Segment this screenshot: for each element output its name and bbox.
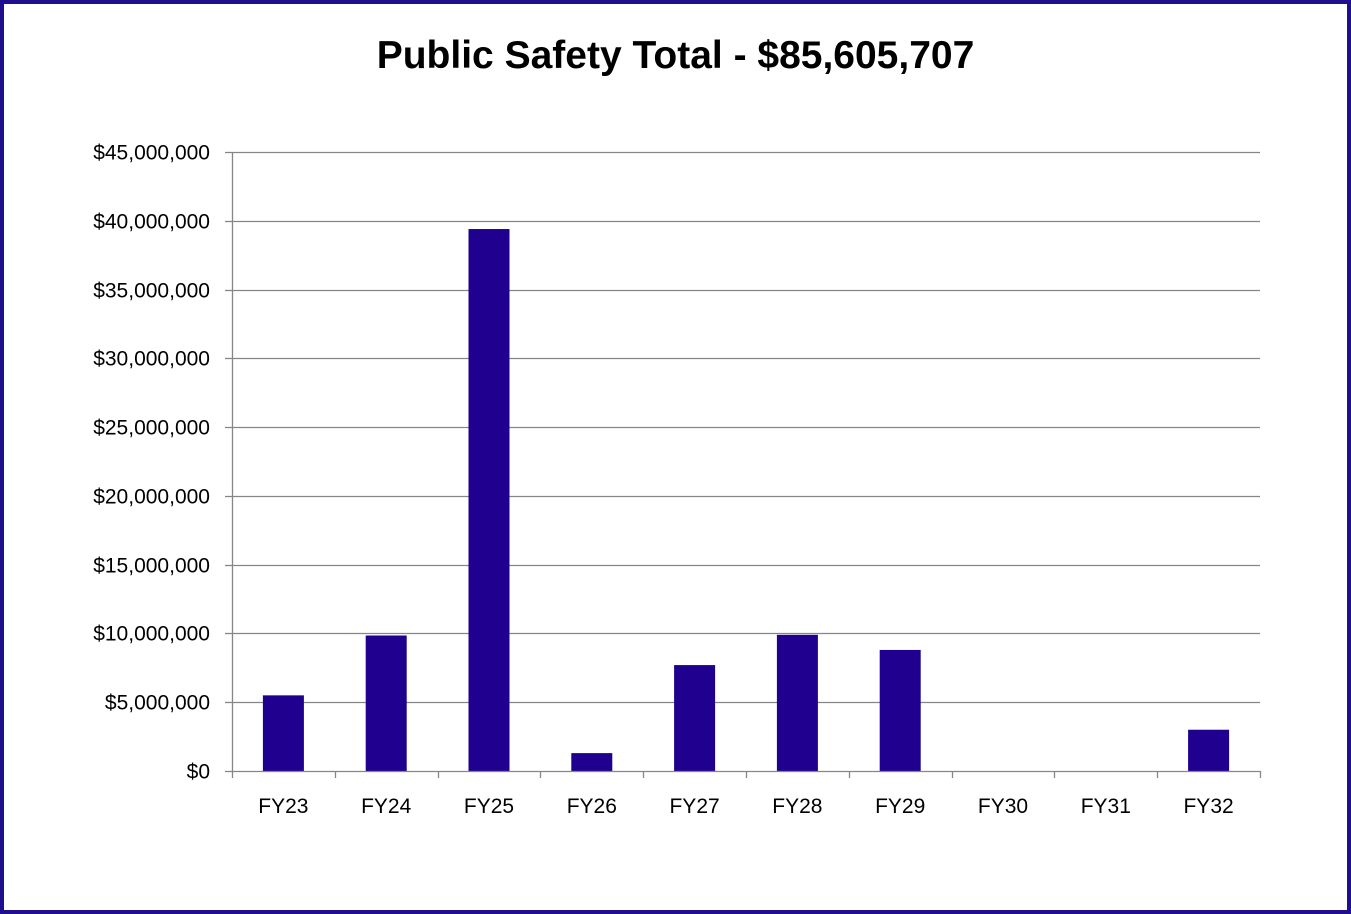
x-tick-label: FY24 xyxy=(361,795,412,818)
x-tick-label: FY30 xyxy=(978,795,1028,818)
gridlines xyxy=(232,151,1260,704)
bar-fy24 xyxy=(365,635,407,771)
y-tick-label: $0 xyxy=(187,761,210,784)
y-tick-label: $40,000,000 xyxy=(93,211,210,234)
x-tick-label: FY32 xyxy=(1183,795,1233,818)
x-tick-label: FY31 xyxy=(1081,795,1131,818)
x-tick-label: FY28 xyxy=(772,795,822,818)
bar-fy26 xyxy=(571,753,613,771)
y-tick-label: $5,000,000 xyxy=(105,692,210,715)
bar-fy23 xyxy=(262,695,304,771)
x-tick-labels: FY23 FY24 FY25 FY26 FY27 FY28 FY29 FY30 FY31 FY32 xyxy=(258,795,1233,818)
bars xyxy=(262,229,1230,771)
y-tick-labels: $0 $5,000,000 $10,000,000 $15,000,000 $20,00… xyxy=(93,142,210,784)
x-tick-label: FY25 xyxy=(464,795,514,818)
x-tick-label: FY29 xyxy=(875,795,925,818)
x-tick-label: FY26 xyxy=(567,795,617,818)
bar-fy29 xyxy=(879,649,921,771)
y-tick-label: $10,000,000 xyxy=(93,623,210,646)
y-tick-label: $25,000,000 xyxy=(93,417,210,440)
y-tick-label: $20,000,000 xyxy=(93,486,210,509)
y-tick-label: $30,000,000 xyxy=(93,348,210,371)
x-tick-label: FY23 xyxy=(258,795,308,818)
y-tick-label: $15,000,000 xyxy=(93,555,210,578)
bar-fy25 xyxy=(468,229,510,771)
chart-title: Public Safety Total - $85,605,707 xyxy=(376,34,975,77)
y-tick-label: $45,000,000 xyxy=(93,142,210,165)
bar-fy27 xyxy=(674,665,716,771)
x-tick-label: FY27 xyxy=(669,795,719,818)
axes xyxy=(225,151,1262,778)
bar-fy28 xyxy=(776,634,818,771)
bar-fy32 xyxy=(1188,729,1230,771)
y-tick-label: $35,000,000 xyxy=(93,280,210,303)
